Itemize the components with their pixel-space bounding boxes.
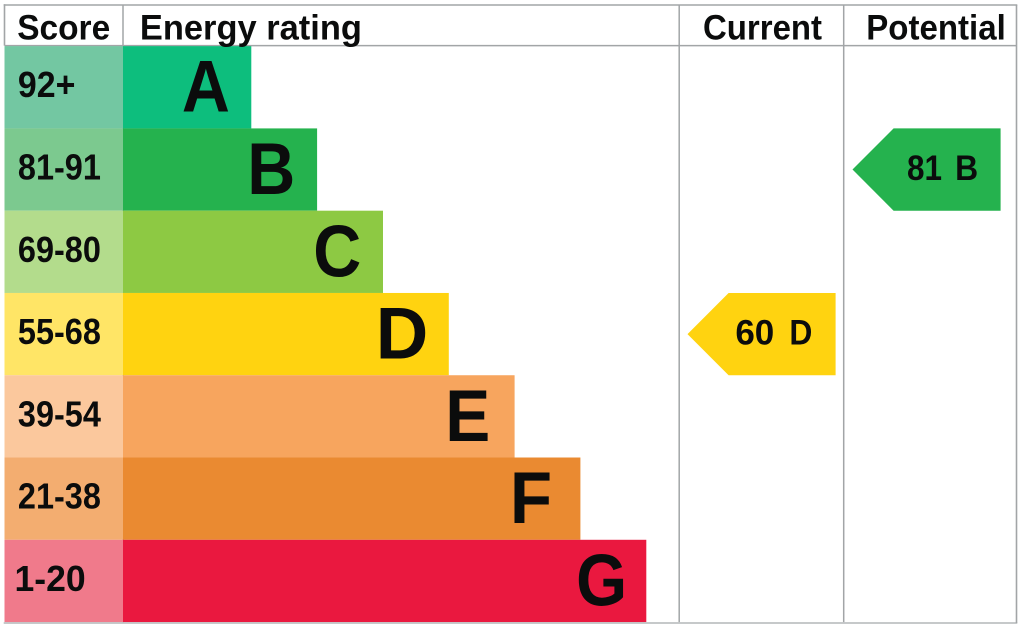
svg-text:81-91: 81-91 <box>18 147 101 188</box>
svg-text:69-80: 69-80 <box>18 229 101 270</box>
svg-text:Current: Current <box>703 8 822 48</box>
svg-text:C: C <box>313 211 361 292</box>
svg-text:F: F <box>510 458 552 539</box>
svg-text:92+: 92+ <box>18 64 76 105</box>
svg-text:39-54: 39-54 <box>18 393 102 434</box>
svg-text:G: G <box>576 540 627 621</box>
svg-text:A: A <box>182 47 230 128</box>
svg-text:Energy rating: Energy rating <box>140 8 362 48</box>
svg-text:B: B <box>955 149 978 188</box>
svg-text:B: B <box>247 129 295 210</box>
svg-text:21-38: 21-38 <box>18 476 101 517</box>
svg-text:55-68: 55-68 <box>18 311 101 352</box>
svg-text:Potential: Potential <box>866 8 1006 48</box>
svg-text:E: E <box>445 376 490 457</box>
svg-text:60: 60 <box>735 314 774 353</box>
svg-text:Score: Score <box>17 8 110 48</box>
svg-text:D: D <box>376 294 429 375</box>
svg-text:81: 81 <box>907 149 942 188</box>
svg-text:D: D <box>789 314 812 353</box>
svg-text:1-20: 1-20 <box>15 558 86 599</box>
